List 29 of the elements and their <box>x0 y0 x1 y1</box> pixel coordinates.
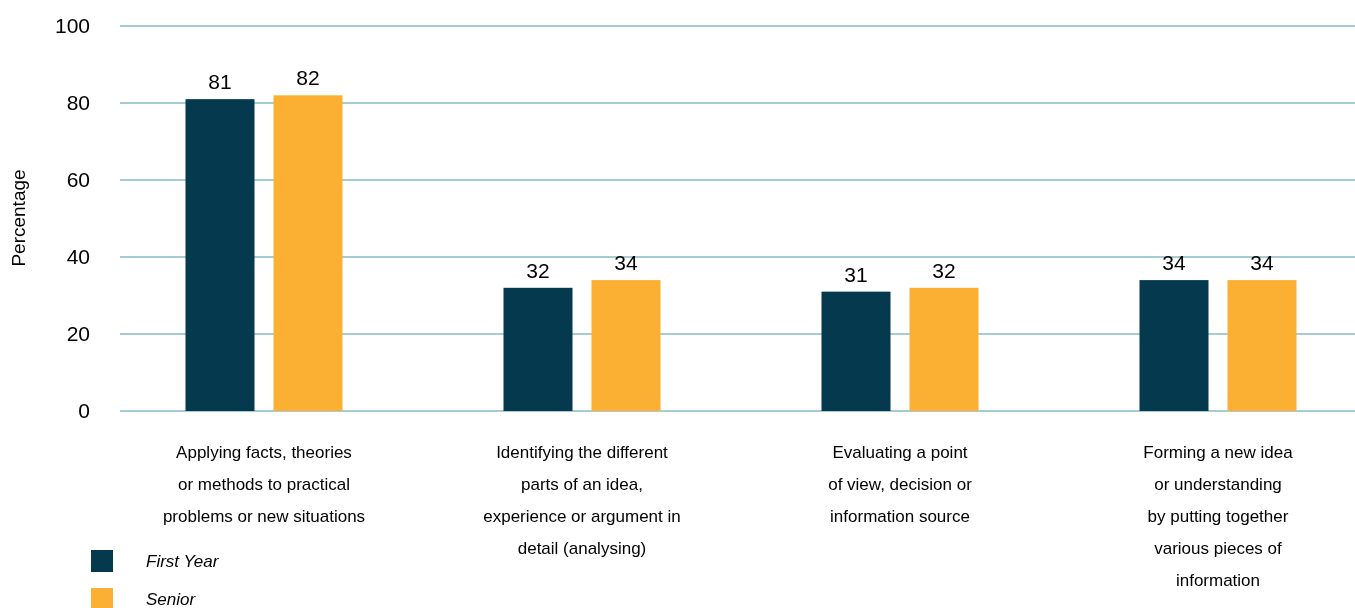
bar <box>1227 280 1297 411</box>
legend-label: Senior <box>146 590 197 608</box>
data-label: 32 <box>932 258 956 282</box>
bar <box>185 99 255 411</box>
x-tick-label: Evaluating a point of view, decision or information source <box>828 443 973 526</box>
data-label: 82 <box>296 66 320 90</box>
data-label: 34 <box>1162 251 1186 275</box>
data-label: 34 <box>614 251 638 275</box>
x-tick-label: Identifying the different parts of an idea, experience or argument in detail (analysing) <box>483 443 681 558</box>
data-label: 31 <box>844 262 868 286</box>
y-tick-label: 80 <box>66 91 90 115</box>
bar <box>273 95 343 411</box>
bar <box>591 280 661 411</box>
data-label: 34 <box>1250 251 1274 275</box>
bar <box>503 287 573 411</box>
y-tick-label: 20 <box>66 322 90 346</box>
y-tick-label: 100 <box>54 14 90 38</box>
bar <box>909 287 979 411</box>
data-label: 81 <box>208 70 232 94</box>
y-axis-title: Percentage <box>8 169 29 267</box>
legend-label: First Year <box>146 552 220 571</box>
data-label: 32 <box>526 258 550 282</box>
bar <box>821 291 891 411</box>
y-tick-label: 0 <box>78 399 90 423</box>
x-tick-label: Applying facts, theories or methods to practical problems or new situations <box>162 443 366 526</box>
y-tick-label: 40 <box>66 245 90 269</box>
x-tick-label: Forming a new idea or understanding by putting together various pieces of information <box>1143 443 1294 590</box>
bar <box>1139 280 1209 411</box>
y-tick-label: 60 <box>66 168 90 192</box>
